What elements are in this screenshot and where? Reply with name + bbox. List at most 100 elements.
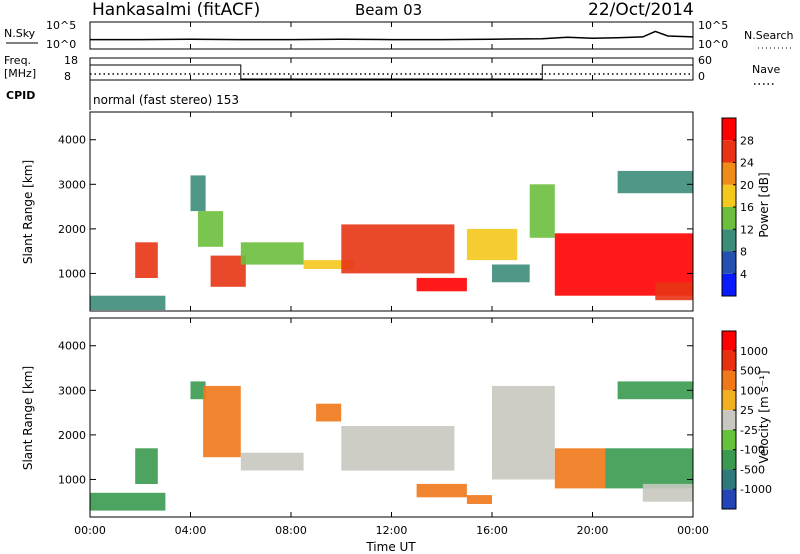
colorbar-swatch bbox=[722, 449, 736, 470]
colorbar-tick-label: 8 bbox=[740, 246, 747, 259]
power-region bbox=[210, 255, 246, 287]
freq-right-tick-top: 60 bbox=[698, 54, 712, 67]
colorbar-swatch bbox=[722, 162, 736, 185]
power-region bbox=[303, 260, 354, 269]
colorbar-tick-label: -1000 bbox=[740, 483, 772, 496]
vel-region bbox=[240, 452, 304, 471]
vel-region bbox=[617, 381, 693, 400]
x-tick-label: 04:00 bbox=[175, 524, 207, 537]
vel-region bbox=[316, 403, 342, 422]
power-region bbox=[617, 170, 693, 194]
power-region bbox=[529, 184, 555, 238]
colorbar-tick-label: 28 bbox=[740, 134, 754, 147]
colorbar-swatch bbox=[722, 207, 736, 230]
power-region bbox=[198, 211, 224, 247]
freq-left-tick-top: 18 bbox=[64, 54, 78, 67]
colorbar-tick-label: 500 bbox=[740, 365, 761, 378]
colorbar-swatch bbox=[722, 410, 736, 430]
power-region bbox=[341, 224, 455, 274]
vel-region bbox=[341, 426, 455, 471]
y-tick-label: 3000 bbox=[58, 384, 86, 397]
noise-right-label: N.Search bbox=[744, 29, 794, 42]
power-region bbox=[416, 277, 467, 292]
vel-region bbox=[135, 448, 158, 484]
x-tick-label: 00:00 bbox=[677, 524, 709, 537]
colorbar-swatch bbox=[722, 184, 736, 207]
vel-region bbox=[190, 381, 206, 400]
station-title: Hankasalmi (fitACF) bbox=[92, 0, 260, 20]
freq-panel: Freq. [MHz] 18 8 60 0 Nave CPID bbox=[4, 54, 780, 102]
colorbar-swatch bbox=[722, 251, 736, 274]
colorbar-swatch bbox=[722, 140, 736, 163]
power-region bbox=[492, 264, 530, 283]
y-tick-label: 1000 bbox=[58, 267, 86, 280]
beam-title: Beam 03 bbox=[355, 1, 422, 19]
cpid-text: normal (fast stereo) 153 bbox=[93, 93, 239, 107]
x-axis-label: Time UT bbox=[365, 540, 416, 554]
colorbar-swatch bbox=[722, 229, 736, 252]
y-tick-label: 3000 bbox=[58, 178, 86, 191]
colorbar-tick-label: -25 bbox=[740, 424, 758, 437]
nave-label: Nave bbox=[752, 63, 780, 76]
y-tick-label: 1000 bbox=[58, 473, 86, 486]
vel-region bbox=[605, 448, 693, 489]
noise-right-tick-top: 10^5 bbox=[698, 19, 728, 32]
velocity-colorbar-label: Velocity [m s⁻¹] bbox=[757, 370, 771, 463]
colorbar-swatch bbox=[722, 489, 736, 509]
colorbar-swatch bbox=[722, 350, 736, 371]
power-region bbox=[655, 282, 693, 301]
cpid-label: CPID bbox=[6, 89, 35, 102]
y-tick-label: 2000 bbox=[58, 223, 86, 236]
vel-region bbox=[492, 385, 555, 480]
vel-region bbox=[554, 448, 606, 489]
x-tick-label: 20:00 bbox=[577, 524, 609, 537]
colorbar-tick-label: -500 bbox=[740, 463, 765, 476]
colorbar-swatch bbox=[722, 370, 736, 391]
velocity-panel: 1000 2000 3000 4000 Slant Range [km] bbox=[21, 317, 694, 518]
colorbar-tick-label: 12 bbox=[740, 223, 754, 236]
colorbar-swatch bbox=[722, 469, 736, 490]
y-tick-label: 4000 bbox=[58, 134, 86, 147]
colorbar-tick-label: 24 bbox=[740, 157, 754, 170]
colorbar-tick-label: 16 bbox=[740, 201, 754, 214]
vel-region bbox=[203, 385, 241, 458]
noise-left-tick-bottom: 10^0 bbox=[46, 38, 76, 51]
noise-sky-line bbox=[90, 30, 694, 41]
power-colorbar: 4 8 12 16 20 24 28 bbox=[721, 117, 754, 297]
x-tick-label: 16:00 bbox=[476, 524, 508, 537]
vel-region bbox=[466, 495, 492, 504]
freq-left-tick-bottom: 8 bbox=[64, 70, 71, 83]
noise-left-label: N.Sky bbox=[4, 27, 36, 40]
freq-right-tick-bottom: 0 bbox=[698, 70, 705, 83]
power-panel: 1000 2000 3000 4000 Slant Range [km] bbox=[21, 111, 694, 312]
freq-label-line1: Freq. bbox=[4, 54, 31, 67]
x-tick-label: 12:00 bbox=[376, 524, 408, 537]
velocity-y-label: Slant Range [km] bbox=[21, 366, 35, 470]
power-region bbox=[466, 228, 518, 261]
time-axis: 00:00 04:00 08:00 12:00 16:00 20:00 00:00 bbox=[74, 22, 709, 537]
colorbar-swatch bbox=[722, 331, 736, 351]
colorbar-tick-label: 20 bbox=[740, 179, 754, 192]
velocity-colorbar: 1000 500 100 25 -25 -100 -500 -1000 bbox=[721, 330, 772, 510]
noise-panel: N.Sky 10^5 10^0 N.Search 10^5 10^0 bbox=[4, 19, 794, 51]
y-tick-label: 2000 bbox=[58, 429, 86, 442]
colorbar-swatch bbox=[722, 390, 736, 411]
colorbar-swatch bbox=[722, 273, 736, 296]
colorbar-swatch bbox=[722, 429, 736, 450]
vel-region bbox=[416, 483, 467, 498]
power-region bbox=[90, 295, 166, 310]
power-region bbox=[135, 242, 158, 278]
colorbar-swatch bbox=[722, 118, 736, 141]
date-title: 22/Oct/2014 bbox=[588, 0, 694, 20]
vel-region bbox=[90, 492, 166, 511]
colorbar-frame bbox=[721, 330, 737, 510]
noise-left-tick-top: 10^5 bbox=[46, 19, 76, 32]
power-region bbox=[190, 175, 206, 212]
x-tick-label: 00:00 bbox=[74, 524, 106, 537]
x-tick-label: 08:00 bbox=[275, 524, 307, 537]
colorbar-tick-label: 100 bbox=[740, 384, 761, 397]
power-y-label: Slant Range [km] bbox=[21, 160, 35, 264]
colorbar-tick-label: 4 bbox=[740, 268, 747, 281]
noise-right-tick-bottom: 10^0 bbox=[698, 38, 728, 51]
